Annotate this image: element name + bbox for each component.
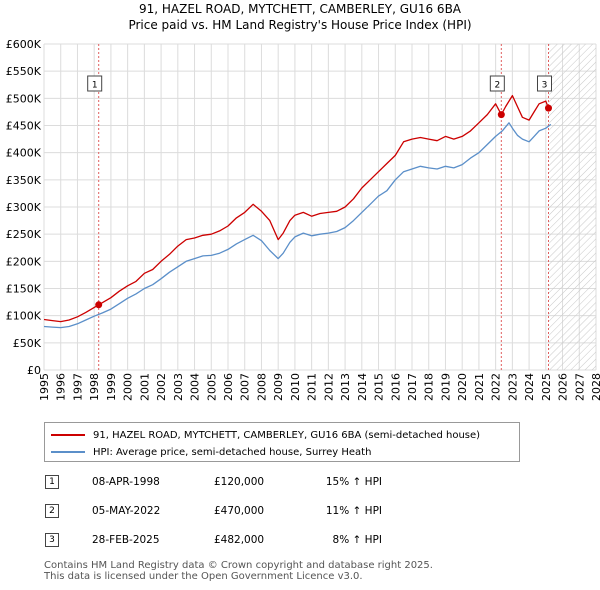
x-tick-label: 2007 [239,373,252,401]
transaction-marker: 3 [45,533,59,547]
x-tick-label: 2027 [573,373,586,401]
x-tick-label: 2019 [439,373,452,401]
legend-label-property: 91, HAZEL ROAD, MYTCHETT, CAMBERLEY, GU1… [93,429,481,441]
transaction-marker-box [87,75,103,92]
chart-subtitle: Price paid vs. HM Land Registry's House … [128,18,472,32]
transaction-date: 28-FEB-2025 [92,534,160,546]
transaction-marker-label: 1 [92,81,98,91]
transaction-price: £120,000 [214,476,265,488]
chart-legend: 91, HAZEL ROAD, MYTCHETT, CAMBERLEY, GU1… [44,422,520,462]
transaction-hpi-diff: 11% ↑ HPI [325,505,382,517]
y-tick-label: £550K [6,65,42,78]
x-tick-label: 2013 [339,373,352,401]
x-tick-label: 2026 [557,373,570,401]
x-tick-label: 2022 [490,373,503,401]
x-tick-label: 2015 [373,373,386,401]
x-tick-label: 1997 [71,373,84,401]
x-tick-label: 2010 [289,373,302,401]
transaction-point [95,301,103,309]
table-row: 3 28-FEB-2025 £482,000 8% ↑ HPI [44,530,444,559]
transaction-point [497,111,505,119]
x-tick-label: 2002 [155,373,168,401]
transaction-date: 05-MAY-2022 [92,505,161,517]
y-tick-label: £50K [13,337,42,350]
x-tick-label: 2017 [406,373,419,401]
legend-item-property: 91, HAZEL ROAD, MYTCHETT, CAMBERLEY, GU1… [51,427,480,443]
hpi-series-line [44,122,552,329]
x-tick-label: 2001 [138,373,151,401]
x-tick-label: 2025 [540,373,553,401]
y-tick-label: £250K [6,228,42,241]
x-tick-label: 2016 [389,373,402,401]
price-chart: 1 2 3 £0 £50K £100K £150K £200K £250K £300K £350K… [6,38,600,401]
x-tick-label: 2008 [255,373,268,401]
property-series-line [44,94,550,323]
footer-copyright: Contains HM Land Registry data © Crown c… [44,560,433,571]
x-tick-label: 2021 [473,373,486,401]
x-tick-label: 2006 [222,373,235,401]
transaction-price: £470,000 [214,505,265,517]
x-tick-label: 2020 [456,373,469,401]
y-tick-label: £400K [6,147,42,160]
transaction-hpi-diff: 8% ↑ HPI [332,534,382,546]
transaction-marker-label: 2 [494,81,500,91]
transaction-marker-box [489,75,505,92]
x-tick-label: 1995 [38,373,51,401]
table-row: 2 05-MAY-2022 £470,000 11% ↑ HPI [44,501,444,530]
x-tick-label: 2018 [423,373,436,401]
legend-swatch-property [51,434,85,436]
transaction-marker: 1 [45,475,59,489]
transactions-table: 1 08-APR-1998 £120,000 15% ↑ HPI 2 05-MA… [44,472,444,559]
y-tick-label: £150K [6,283,42,296]
x-tick-label: 2000 [122,373,135,401]
transaction-point [544,104,552,112]
transaction-price: £482,000 [214,534,265,546]
legend-swatch-hpi [51,451,85,453]
x-tick-label: 1996 [55,373,68,401]
x-tick-label: 2003 [172,373,185,401]
x-tick-label: 2028 [590,373,600,401]
x-tick-label: 2024 [523,373,536,401]
y-tick-label: £600K [6,38,42,51]
x-tick-label: 2009 [272,373,285,401]
y-tick-label: £450K [6,120,42,133]
table-row: 1 08-APR-1998 £120,000 15% ↑ HPI [44,472,444,501]
footer: Contains HM Land Registry data © Crown c… [44,560,433,582]
transaction-marker: 2 [45,504,59,518]
y-tick-label: £200K [6,255,42,268]
y-tick-label: £0 [27,364,41,377]
x-tick-label: 2023 [506,373,519,401]
transaction-marker-box [536,75,552,92]
chart-title: 91, HAZEL ROAD, MYTCHETT, CAMBERLEY, GU1… [138,2,462,16]
x-tick-label: 1998 [88,373,101,401]
future-hatch-area [548,44,596,370]
footer-licence: This data is licensed under the Open Gov… [44,571,363,582]
y-tick-label: £350K [6,174,42,187]
x-tick-label: 2012 [322,373,335,401]
legend-label-hpi: HPI: Average price, semi-detached house,… [93,446,372,458]
y-tick-label: £100K [6,310,42,323]
x-tick-label: 1999 [105,373,118,401]
transaction-hpi-diff: 15% ↑ HPI [325,476,382,488]
y-tick-label: £300K [6,201,42,214]
legend-item-hpi: HPI: Average price, semi-detached house,… [51,444,371,460]
x-tick-label: 2004 [189,373,202,401]
x-tick-label: 2011 [306,373,319,401]
x-tick-label: 2014 [356,373,369,401]
y-tick-label: £500K [6,92,42,105]
transaction-marker-label: 3 [542,81,548,91]
x-tick-label: 2005 [205,373,218,401]
transaction-date: 08-APR-1998 [92,476,160,488]
